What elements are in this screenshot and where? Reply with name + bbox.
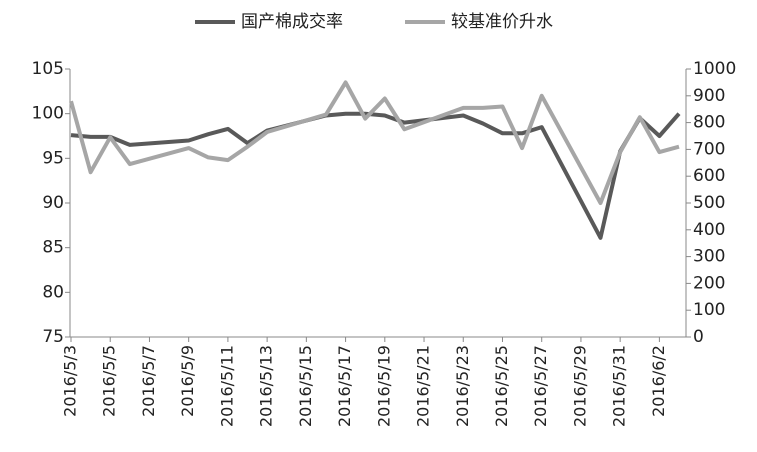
y-tick-label: 75 (42, 327, 64, 347)
y2-tick-label: 100 (693, 300, 725, 320)
y2-tick-label: 0 (693, 327, 704, 347)
x-tick-label: 2016/5/23 (453, 345, 472, 427)
x-tick-label: 2016/5/19 (374, 345, 393, 427)
series-line (69, 80, 680, 205)
y2-tick-label: 300 (693, 247, 725, 267)
y-tick-label: 90 (42, 193, 64, 213)
series-line (70, 111, 681, 240)
y-tick-label: 80 (42, 282, 64, 302)
x-tick-label: 2016/5/5 (100, 345, 119, 417)
x-tick-label: 2016/5/31 (610, 345, 629, 427)
x-tick-label: 2016/5/29 (570, 345, 589, 427)
x-tick-label: 2016/5/3 (61, 345, 80, 417)
y-tick-label: 95 (42, 148, 64, 168)
y2-tick-label: 1000 (693, 59, 736, 79)
y2-tick-label: 600 (693, 166, 725, 186)
x-tick-label: 2016/5/9 (178, 345, 197, 417)
x-tick-label: 2016/5/27 (531, 345, 550, 427)
legend-label: 国产棉成交率 (241, 12, 343, 32)
x-tick-label: 2016/5/13 (257, 345, 276, 427)
x-tick-label: 2016/5/11 (217, 345, 236, 427)
y2-tick-label: 500 (693, 193, 725, 213)
y-tick-label: 105 (32, 59, 64, 79)
y-tick-label: 85 (42, 238, 64, 258)
x-tick-label: 2016/6/2 (649, 345, 668, 417)
legend-label: 较基准价升水 (451, 12, 553, 32)
y2-tick-label: 900 (693, 86, 725, 106)
y2-tick-label: 200 (693, 273, 725, 293)
y-tick-label: 100 (32, 104, 64, 124)
y2-tick-label: 400 (693, 220, 725, 240)
x-tick-label: 2016/5/21 (414, 345, 433, 427)
x-tick-label: 2016/5/17 (335, 345, 354, 427)
x-tick-label: 2016/5/15 (296, 345, 315, 427)
y2-tick-label: 700 (693, 139, 725, 159)
y2-tick-label: 800 (693, 113, 725, 133)
x-tick-label: 2016/5/25 (492, 345, 511, 427)
x-tick-label: 2016/5/7 (139, 345, 158, 417)
